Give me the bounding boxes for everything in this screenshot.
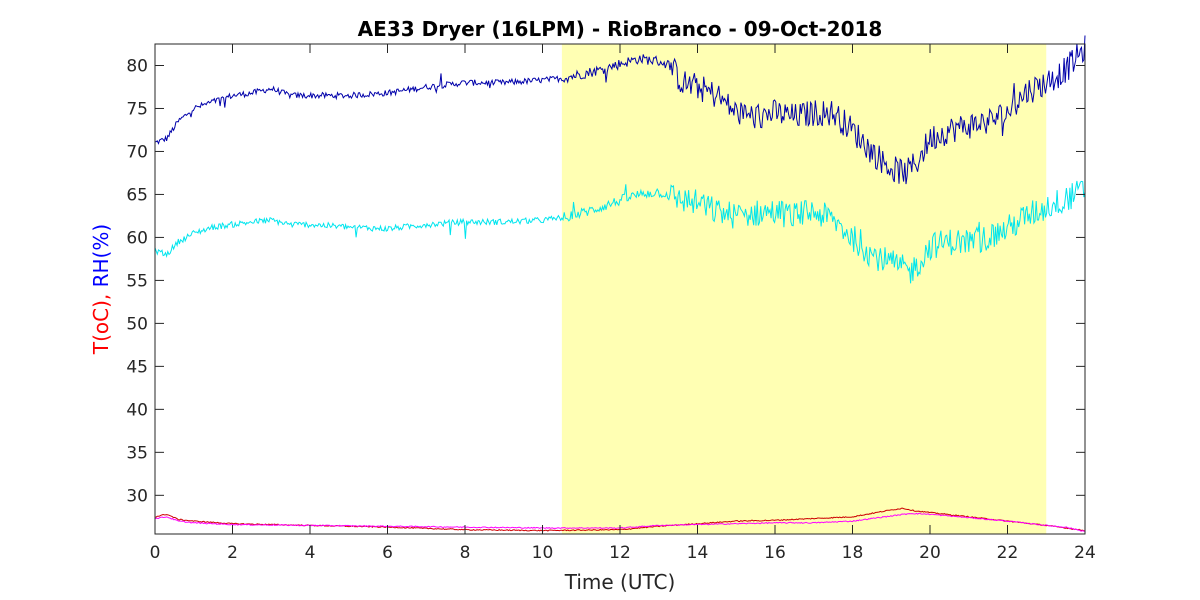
y-tick-label: 55 xyxy=(126,271,148,291)
x-tick-label: 12 xyxy=(609,543,631,563)
x-tick-label: 8 xyxy=(460,543,471,563)
y-tick-label: 80 xyxy=(126,56,148,76)
highlight-region xyxy=(561,44,1047,534)
y-tick-label: 50 xyxy=(126,314,148,334)
y-axis-label-part-1: RH(%) xyxy=(89,224,113,288)
y-axis-label: T(oC), RH(%) xyxy=(89,224,113,355)
x-tick-label: 14 xyxy=(687,543,709,563)
x-tick-label: 18 xyxy=(842,543,864,563)
x-tick-label: 24 xyxy=(1074,543,1096,563)
series-line-0 xyxy=(154,35,1086,185)
y-tick-label: 65 xyxy=(126,185,148,205)
x-tick-label: 20 xyxy=(919,543,941,563)
x-tick-label: 4 xyxy=(305,543,316,563)
y-tick-label: 30 xyxy=(126,486,148,506)
x-tick-label: 0 xyxy=(150,543,161,563)
y-tick-label: 40 xyxy=(126,400,148,420)
x-axis-label: Time (UTC) xyxy=(564,570,676,594)
y-tick-label: 45 xyxy=(126,357,148,377)
x-tick-label: 2 xyxy=(227,543,238,563)
y-axis-label-part-0: T(oC), xyxy=(89,287,113,355)
chart-title: AE33 Dryer (16LPM) - RioBranco - 09-Oct-… xyxy=(358,17,883,41)
x-tick-label: 6 xyxy=(382,543,393,563)
x-tick-label: 22 xyxy=(997,543,1019,563)
x-tick-label: 16 xyxy=(764,543,786,563)
y-tick-label: 75 xyxy=(126,99,148,119)
y-tick-label: 70 xyxy=(126,142,148,162)
y-tick-label: 60 xyxy=(126,228,148,248)
series-line-1 xyxy=(154,180,1086,284)
y-tick-label: 35 xyxy=(126,443,148,463)
plot-area: 0 2 4 6 8 10 12 14 16 18 20 22 243035404550556065707… xyxy=(126,35,1096,563)
x-tick-label: 10 xyxy=(532,543,554,563)
